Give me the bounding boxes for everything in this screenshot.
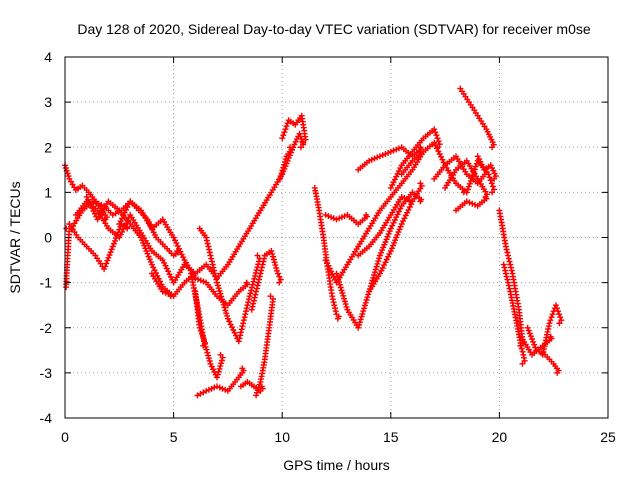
data-series-track-9 [196, 225, 263, 345]
tick-labels: 0 5 10 15 20 25 -4 -3 -2 -1 0 1 2 3 4 [40, 49, 616, 445]
y-tick-label: 0 [44, 230, 52, 246]
x-tick-label: 5 [170, 429, 178, 445]
data-series-track-15 [253, 293, 277, 399]
data-series-track-22 [355, 193, 413, 259]
y-tick-label: -1 [40, 275, 53, 291]
data-series-track-32 [463, 157, 497, 196]
data-series-track-34 [500, 261, 528, 367]
data-series-track-28 [442, 157, 490, 200]
y-tick-label: 1 [44, 184, 52, 200]
data-marks [62, 85, 565, 399]
data-series-track-25 [387, 126, 443, 191]
data-series-track-11 [192, 288, 209, 349]
axis-ticks [64, 56, 609, 419]
x-tick-label: 20 [492, 429, 508, 445]
y-tick-label: -4 [40, 410, 53, 426]
x-tick-label: 10 [274, 429, 290, 445]
data-series-track-3 [66, 221, 131, 273]
data-series-track-7 [116, 198, 251, 309]
y-tick-label: -2 [40, 320, 53, 336]
data-series-track-37 [539, 302, 565, 358]
data-series-track-29 [453, 193, 490, 214]
y-tick-label: 2 [44, 139, 52, 155]
x-axis-title: GPS time / hours [283, 457, 390, 473]
data-series-track-21 [322, 211, 370, 227]
y-tick-label: 4 [44, 49, 52, 65]
y-tick-label: 3 [44, 94, 52, 110]
data-series-track-14 [248, 248, 284, 313]
y-tick-label: -3 [40, 365, 53, 381]
data-series-track-6 [83, 193, 175, 300]
data-series-track-2 [63, 225, 73, 291]
x-tick-label: 15 [383, 429, 399, 445]
x-tick-label: 0 [61, 429, 69, 445]
data-series-track-12 [194, 365, 247, 399]
data-series-track-16 [279, 112, 309, 146]
data-series-track-30 [457, 85, 497, 151]
y-axis-title: SDTVAR / TECUs [7, 181, 23, 293]
chart-title: Day 128 of 2020, Sidereal Day-to-day VTE… [77, 21, 590, 37]
x-tick-label: 25 [600, 429, 616, 445]
data-series-track-19 [322, 148, 425, 286]
data-series-track-8 [148, 144, 295, 300]
data-series-track-23 [366, 180, 425, 295]
data-series-track-33 [496, 207, 526, 349]
data-series-track-17 [277, 130, 307, 182]
